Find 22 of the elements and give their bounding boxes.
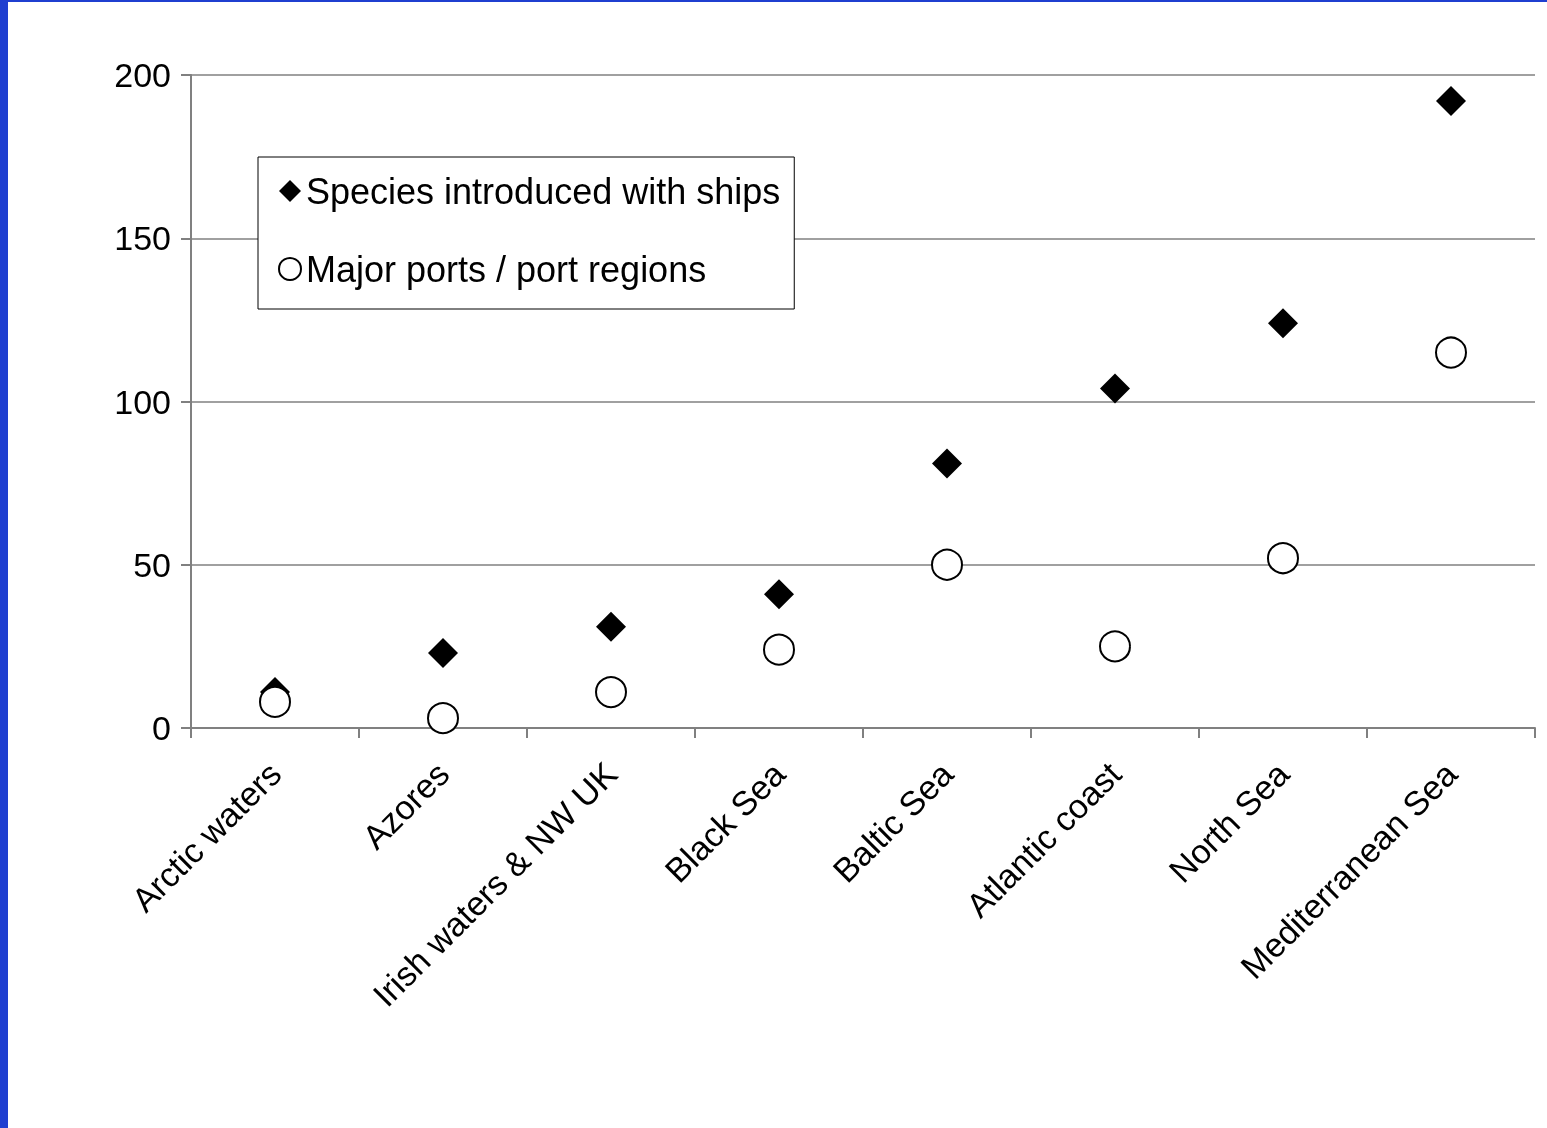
point <box>595 676 627 709</box>
point <box>1099 630 1131 663</box>
point <box>428 637 458 668</box>
y-tick-label: 100 <box>114 382 171 421</box>
point <box>932 448 962 479</box>
point <box>1435 336 1467 369</box>
point <box>931 548 963 581</box>
y-tick-label: 150 <box>114 219 171 258</box>
point <box>596 611 626 642</box>
legend-label: Species introduced with ships <box>306 170 781 212</box>
legend-label: Major ports / port regions <box>306 248 707 290</box>
point <box>1267 542 1299 575</box>
y-tick-label: 0 <box>152 709 171 747</box>
point <box>259 685 291 718</box>
point <box>1436 86 1466 117</box>
point <box>764 579 794 610</box>
y-tick-label: 200 <box>114 56 171 94</box>
y-tick-label: 50 <box>133 545 171 584</box>
point <box>1100 373 1130 404</box>
point <box>1268 308 1298 339</box>
point <box>763 633 795 666</box>
point <box>427 702 459 735</box>
